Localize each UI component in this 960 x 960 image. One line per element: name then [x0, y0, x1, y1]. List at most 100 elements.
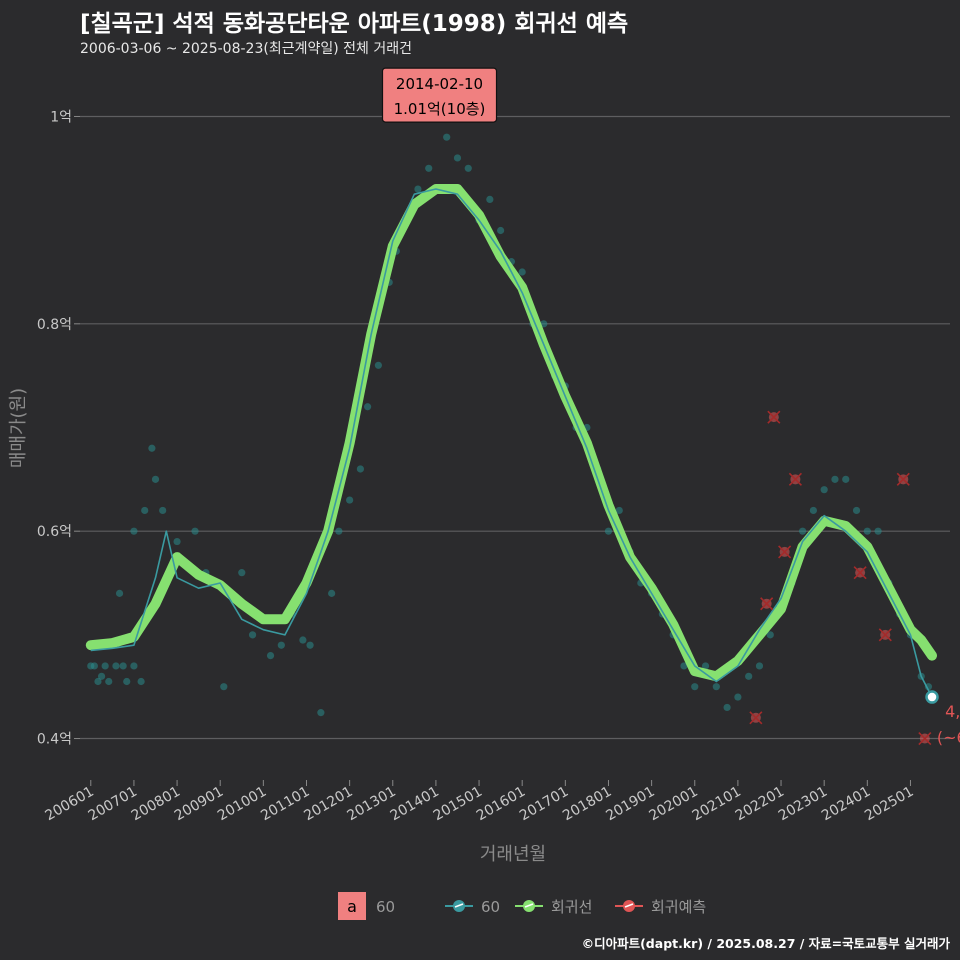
x-tick-label: 201101 [258, 784, 312, 825]
prediction-point [788, 472, 802, 486]
legend-marker-glyph [454, 903, 464, 908]
scatter-point [723, 703, 731, 712]
prediction-cross [760, 597, 774, 611]
scatter-point [364, 403, 372, 411]
x-tick-label: 202101 [690, 784, 744, 825]
scatter-point [604, 527, 613, 535]
scatter-point [130, 662, 138, 670]
x-axis: 2006012007012008012009012010012011012012… [42, 780, 916, 824]
line-60 [90, 188, 933, 698]
x-tick-label: 201301 [344, 784, 398, 825]
x-tick-label: 200901 [172, 784, 226, 825]
legend-entry: 60 [445, 898, 500, 916]
scatter-point [518, 268, 526, 276]
scatter-point [680, 662, 688, 670]
x-tick-label: 201601 [474, 784, 528, 825]
scatter-point [115, 589, 124, 597]
scatter-point [820, 486, 828, 494]
scatter-point [842, 475, 850, 483]
legend-marker-glyph [524, 903, 534, 908]
scatter-point [97, 672, 106, 680]
legend-text-key: a 60 [338, 892, 395, 920]
scatter-point [266, 651, 275, 660]
legend-entry: 회귀예측 [615, 898, 706, 916]
scatter-point [852, 506, 861, 515]
scatter-point [831, 475, 839, 483]
x-axis-title: 거래년월 [480, 844, 546, 865]
y-axis: 0.4억 0.6억 0.8억 1억 [37, 109, 80, 748]
scatter-point [497, 226, 505, 235]
prediction-cross [788, 472, 802, 486]
x-tick-label: 201701 [517, 784, 571, 825]
max-price-value: 1.01억(10층) [394, 100, 486, 118]
series-lines [85, 184, 939, 704]
scatter-point [755, 662, 764, 670]
scatter-point [799, 527, 807, 535]
scatter-point [119, 662, 127, 670]
x-tick-label: 201801 [560, 784, 614, 825]
gridlines [80, 115, 950, 740]
scatter-point [486, 195, 494, 204]
scatter-point [148, 444, 156, 452]
prediction-point [853, 566, 867, 580]
latest-price-area: (~60㎡) [937, 728, 960, 747]
scatter-point [734, 693, 742, 701]
scatter-point [615, 506, 623, 515]
scatter-point [453, 154, 462, 162]
scatter-point [356, 465, 365, 473]
scatter-point [130, 527, 138, 535]
scatter-point [306, 641, 314, 649]
prediction-cross [918, 731, 932, 746]
scatter-point [443, 133, 451, 141]
scatter-point [809, 506, 817, 515]
scatter-point [141, 506, 149, 515]
legend-marker-glyph [624, 903, 634, 908]
scatter-point [123, 677, 131, 686]
scatter-point [335, 527, 343, 535]
latest-price-label: 4,400 (~60㎡) [937, 702, 960, 747]
scatter-point [346, 496, 354, 504]
scatter-point [112, 662, 120, 670]
prediction-cross [778, 545, 792, 559]
y-tick-label: 0.6억 [37, 524, 72, 540]
y-tick-label: 1억 [50, 109, 72, 125]
prediction-cross [853, 566, 867, 580]
scatter-point [701, 662, 710, 670]
y-tick-label: 0.4억 [37, 732, 72, 748]
max-price-label-box [381, 67, 498, 123]
scatter-point [874, 527, 882, 535]
x-tick-label: 201501 [431, 784, 485, 825]
prediction-point [778, 545, 792, 559]
scatter-point [159, 506, 167, 515]
prediction-point [918, 731, 932, 746]
x-tick-label: 201401 [388, 784, 442, 825]
regression-line [85, 184, 937, 682]
scatter-point [374, 361, 382, 369]
legend-text-key-symbol: a [347, 897, 357, 916]
scatter-point [691, 683, 699, 691]
max-price-date: 2014-02-10 [396, 75, 483, 93]
legend-entry: 회귀선 [515, 898, 592, 916]
prediction-cross [767, 410, 781, 424]
scatter-point [277, 641, 285, 649]
scatter-point [191, 527, 199, 535]
scatter-point [745, 672, 753, 680]
prediction-cross [878, 628, 892, 642]
latest-price-value: 4,400 [945, 702, 960, 721]
x-tick-label: 201001 [215, 784, 269, 825]
scatter-point [414, 185, 422, 193]
scatter-point [712, 683, 720, 691]
x-tick-label: 202001 [646, 784, 700, 825]
scatter-point [766, 631, 774, 639]
legend: a 60 60 회귀선 회귀예측 [338, 892, 706, 920]
legend-text-key-box [338, 892, 366, 920]
scatter-point [173, 537, 181, 546]
prediction-point [878, 628, 892, 642]
line-60-end-point [925, 690, 939, 704]
page-title: [칠곡군] 석적 동화공단타운 아파트(1998) 회귀선 예측 [80, 11, 629, 37]
scatter-point [299, 636, 307, 644]
scatter-point [425, 164, 433, 172]
legend-label: 회귀예측 [651, 898, 706, 916]
scatter-point [94, 677, 102, 686]
legend-label: 회귀선 [551, 898, 592, 916]
